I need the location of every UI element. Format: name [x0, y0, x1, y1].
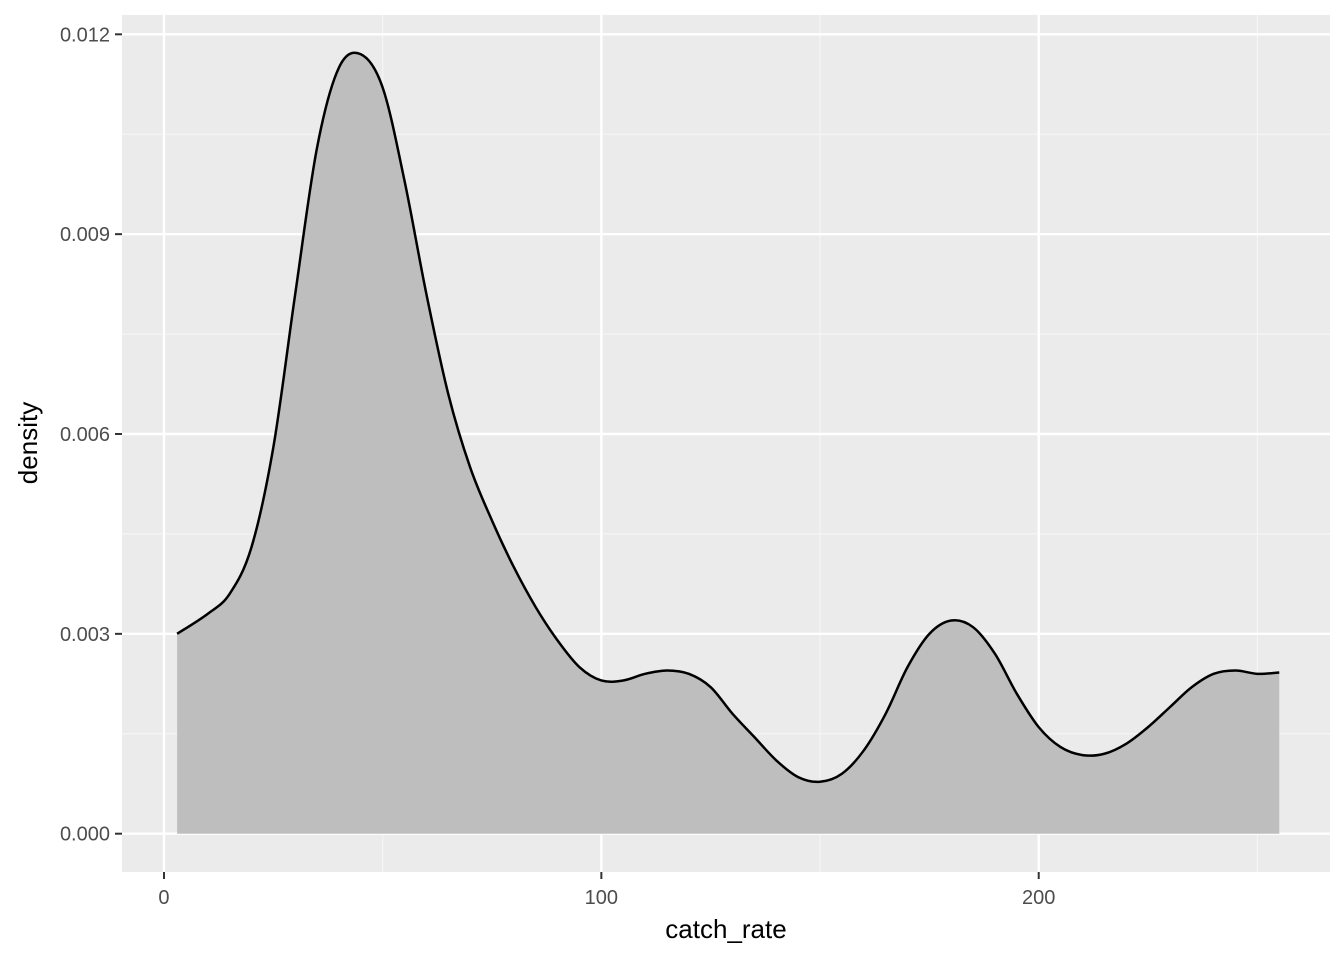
x-axis: 0 100 200 — [158, 872, 1055, 909]
y-axis: 0.000 0.003 0.006 0.009 0.012 — [60, 24, 122, 846]
y-tick-label: 0.009 — [60, 224, 110, 246]
x-tick-label: 100 — [585, 887, 618, 909]
y-tick-label: 0.006 — [60, 424, 110, 446]
x-axis-title: catch_rate — [665, 914, 786, 944]
x-tick-label: 0 — [158, 887, 169, 909]
x-tick-label: 200 — [1022, 887, 1055, 909]
y-tick-label: 0.000 — [60, 824, 110, 846]
y-axis-title: density — [13, 402, 43, 484]
density-area — [177, 52, 1280, 834]
y-tick-label: 0.012 — [60, 24, 110, 46]
density-line — [176, 51, 1280, 784]
y-tick-label: 0.003 — [60, 624, 110, 646]
